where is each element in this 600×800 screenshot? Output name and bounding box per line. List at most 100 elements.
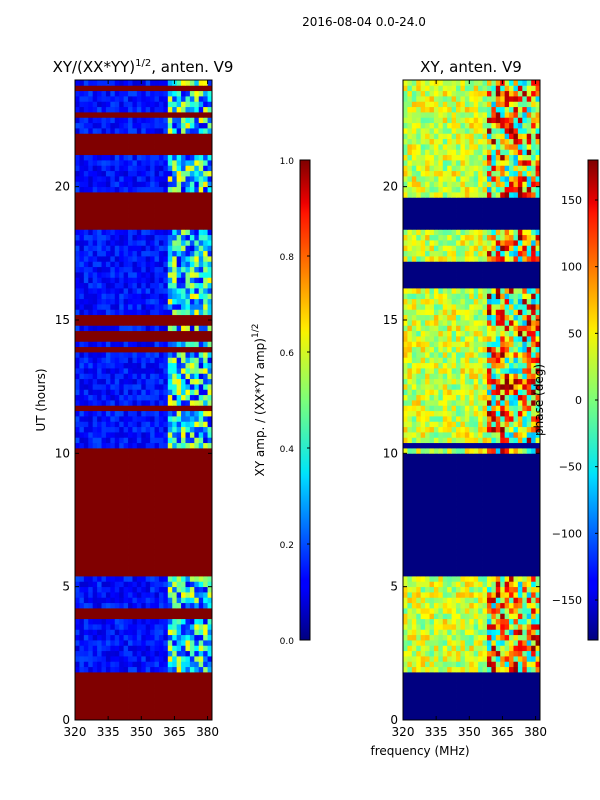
heatmap-cell [163, 522, 169, 529]
heatmap-cell [513, 608, 519, 614]
heatmap-cell [194, 112, 200, 118]
heatmap-cell [79, 352, 85, 358]
heatmap-cell [158, 336, 164, 342]
heatmap-cell [145, 608, 151, 614]
heatmap-cell [176, 288, 182, 294]
heatmap-cell [150, 640, 155, 646]
heatmap-cell [198, 394, 204, 401]
heatmap-cell [88, 80, 94, 86]
heatmap-cell [167, 357, 173, 364]
heatmap-cell [92, 458, 98, 465]
heatmap-cell [198, 506, 204, 513]
heatmap-cell [478, 682, 483, 689]
heatmap-cell [88, 176, 94, 182]
heatmap-cell [83, 245, 89, 252]
heatmap-cell [513, 586, 519, 593]
heatmap-cell [438, 693, 444, 700]
heatmap-cell [526, 661, 532, 668]
heatmap-cell [123, 234, 129, 241]
heatmap-cell [504, 581, 510, 588]
heatmap-cell [194, 80, 200, 86]
heatmap-cell [411, 629, 417, 636]
heatmap-cell [167, 389, 173, 396]
heatmap-cell [442, 592, 448, 598]
heatmap-cell [473, 672, 479, 678]
heatmap-cell [207, 624, 213, 630]
heatmap-cell [495, 565, 501, 572]
heatmap-cell [172, 634, 178, 641]
heatmap-cell [407, 576, 413, 582]
heatmap-cell [75, 160, 80, 166]
heatmap-cell [114, 384, 120, 390]
heatmap-cell [163, 229, 169, 236]
heatmap-cell [123, 656, 129, 662]
heatmap-cell [172, 661, 178, 668]
heatmap-cell [167, 229, 173, 236]
heatmap-cell [158, 602, 164, 609]
heatmap-cell [176, 176, 182, 182]
heatmap-cell [172, 469, 178, 476]
heatmap-cell [110, 400, 116, 406]
heatmap-cell [207, 117, 213, 124]
heatmap-cell [88, 485, 94, 492]
heatmap-cell [167, 501, 173, 508]
heatmap-cell [185, 560, 191, 566]
heatmap-cell [114, 480, 120, 486]
heatmap-cell [97, 661, 102, 668]
heatmap-cell [526, 592, 532, 598]
heatmap-cell [75, 165, 80, 172]
heatmap-cell [500, 650, 506, 657]
heatmap-cell [526, 645, 532, 652]
heatmap-cell [198, 101, 204, 108]
heatmap-cell [167, 602, 173, 609]
heatmap-cell [132, 320, 138, 326]
heatmap-cell [460, 613, 466, 620]
heatmap-cell [198, 437, 204, 444]
heatmap-cell [150, 485, 155, 492]
heatmap-cell [141, 85, 147, 92]
heatmap-cell [83, 282, 89, 289]
heatmap-cell [136, 256, 142, 262]
heatmap-cell [88, 538, 94, 545]
heatmap-cell [411, 554, 417, 561]
heatmap-cell [105, 410, 111, 417]
heatmap-cell [504, 650, 510, 657]
heatmap-cell [101, 586, 107, 593]
heatmap-cell [447, 693, 453, 700]
heatmap-cell [128, 512, 133, 518]
heatmap-cell [163, 90, 169, 97]
heatmap-cell [198, 368, 204, 374]
heatmap-cell [189, 293, 195, 300]
heatmap-cell [203, 656, 208, 662]
heatmap-cell [482, 714, 488, 721]
heatmap-cell [154, 442, 160, 449]
heatmap-cell [110, 698, 116, 705]
heatmap-cell [150, 330, 155, 337]
heatmap-cell [478, 693, 483, 700]
heatmap-cell [167, 85, 173, 92]
heatmap-cell [207, 464, 213, 470]
heatmap-cell [163, 608, 169, 614]
heatmap-cell [132, 464, 138, 470]
heatmap-cell [469, 570, 475, 577]
heatmap-cell [79, 240, 85, 246]
heatmap-cell [141, 672, 147, 678]
heatmap-cell [141, 378, 147, 385]
heatmap-cell [425, 693, 430, 700]
heatmap-cell [172, 224, 178, 230]
heatmap-cell [110, 682, 116, 689]
heatmap-cell [128, 117, 133, 124]
x-tick-label: 380 [196, 725, 219, 739]
heatmap-cell [403, 645, 408, 652]
heatmap-cell [438, 656, 444, 662]
heatmap-cell [172, 96, 178, 102]
heatmap-cell [101, 688, 107, 694]
heatmap-cell [486, 698, 492, 705]
heatmap-cell [105, 560, 111, 566]
heatmap-cell [92, 512, 98, 518]
heatmap-cell [101, 570, 107, 577]
heatmap-cell [167, 352, 173, 358]
heatmap-cell [110, 277, 116, 284]
heatmap-cell [416, 581, 422, 588]
heatmap-cell [158, 437, 164, 444]
